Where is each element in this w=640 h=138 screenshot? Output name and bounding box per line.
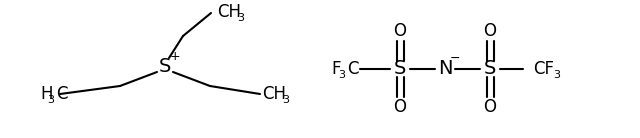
Text: 3: 3 (282, 95, 289, 105)
Text: H: H (40, 85, 52, 103)
Text: 3: 3 (553, 70, 560, 80)
Text: 3: 3 (47, 95, 54, 105)
Text: CH: CH (262, 85, 286, 103)
Text: O: O (394, 22, 406, 40)
Text: S: S (394, 59, 406, 79)
Text: O: O (394, 98, 406, 116)
Text: S: S (484, 59, 496, 79)
Text: S: S (159, 56, 171, 75)
Text: C: C (56, 85, 67, 103)
Text: +: + (170, 50, 180, 63)
Text: C: C (347, 60, 358, 78)
Text: F: F (331, 60, 340, 78)
Text: −: − (450, 51, 460, 64)
Text: CH: CH (217, 3, 241, 21)
Text: N: N (438, 59, 452, 79)
Text: O: O (483, 22, 497, 40)
Text: O: O (483, 98, 497, 116)
Text: 3: 3 (338, 70, 345, 80)
Text: 3: 3 (237, 13, 244, 23)
Text: CF: CF (533, 60, 554, 78)
